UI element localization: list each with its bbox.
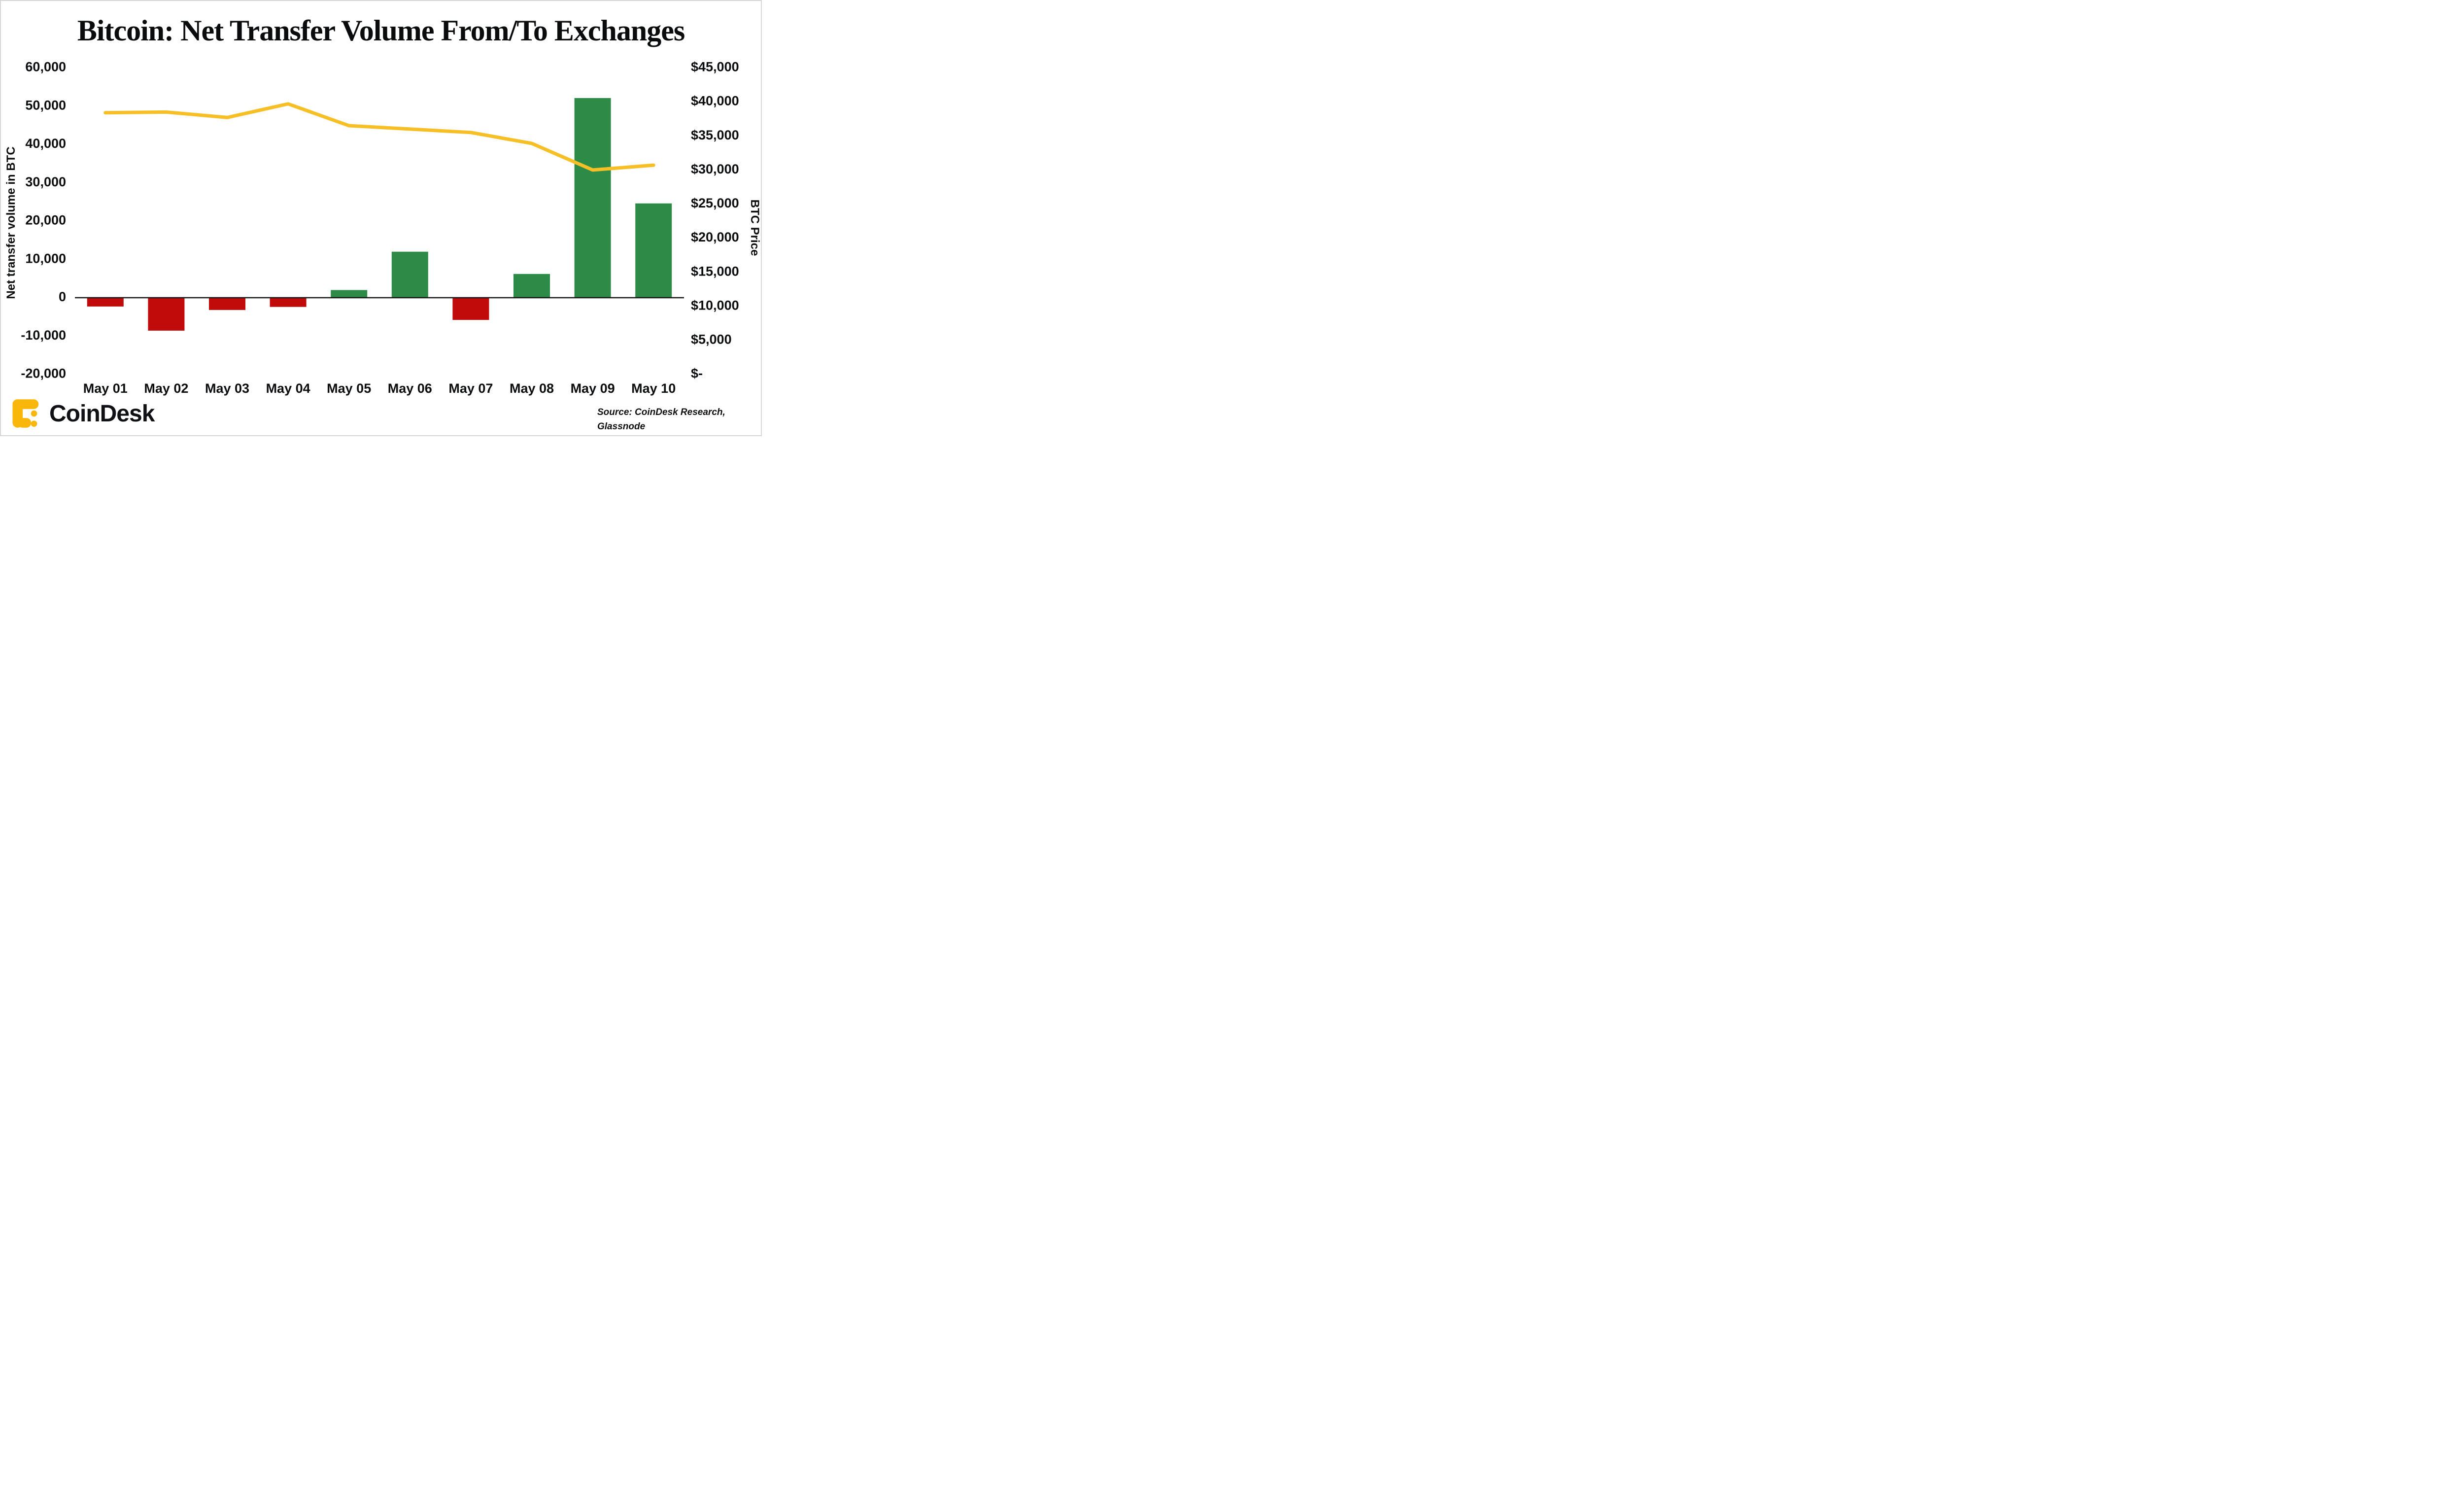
chart-title: Bitcoin: Net Transfer Volume From/To Exc… xyxy=(77,14,685,47)
x-axis-label-may-09: May 09 xyxy=(571,381,615,396)
x-axis-label-may-10: May 10 xyxy=(631,381,676,396)
right-axis-tick-label: $5,000 xyxy=(691,332,732,347)
right-axis-tick-label: $40,000 xyxy=(691,94,739,108)
net-transfer-bar-may-10 xyxy=(635,203,672,298)
net-transfer-bar-may-07 xyxy=(452,298,489,320)
net-transfer-bar-may-08 xyxy=(513,274,550,298)
net-transfer-bar-may-02 xyxy=(148,298,185,331)
combo-chart: 60,000 50,000 40,000 30,000 20,000 10,000 0 -10… xyxy=(4,60,761,396)
net-transfer-bar-may-05 xyxy=(331,290,368,298)
coindesk-logo-shape xyxy=(17,418,32,428)
right-axis-tick-label: $30,000 xyxy=(691,162,739,176)
x-axis-label-may-04: May 04 xyxy=(266,381,310,396)
left-axis-tick-label: 40,000 xyxy=(25,136,66,151)
net-transfer-bar-may-01 xyxy=(87,298,124,307)
chart-canvas: Bitcoin: Net Transfer Volume From/To Exc… xyxy=(0,0,762,436)
net-transfer-bar-may-03 xyxy=(209,298,245,310)
right-axis-tick-label: $20,000 xyxy=(691,230,739,244)
left-axis-tick-label: 10,000 xyxy=(25,251,66,266)
source-line-1: Source: CoinDesk Research, Glassnode xyxy=(597,407,725,432)
right-axis-tick-label: $45,000 xyxy=(691,60,739,74)
x-axis-label-may-08: May 08 xyxy=(510,381,554,396)
net-transfer-bar-may-09 xyxy=(574,98,611,298)
x-axis-label-may-07: May 07 xyxy=(448,381,493,396)
right-axis-title: BTC Price xyxy=(748,200,761,256)
left-axis-tick-label: 50,000 xyxy=(25,98,66,112)
right-axis-tick-label: $- xyxy=(691,366,703,381)
left-axis-tick-label: 20,000 xyxy=(25,213,66,228)
left-axis-tick-label: -20,000 xyxy=(21,366,66,381)
x-axis-label-may-05: May 05 xyxy=(327,381,371,396)
left-axis-tick-label: 0 xyxy=(59,289,66,304)
source-line-2: As of May 11, 2022 xyxy=(597,434,761,435)
x-axis-label-may-01: May 01 xyxy=(83,381,128,396)
net-transfer-bar-may-04 xyxy=(270,298,307,307)
right-axis-tick-label: $10,000 xyxy=(691,298,739,312)
x-axis-label-may-03: May 03 xyxy=(205,381,249,396)
right-axis-tick-label: $15,000 xyxy=(691,264,739,278)
right-axis-tick-label: $25,000 xyxy=(691,196,739,210)
coindesk-logo: CoinDesk xyxy=(11,398,155,429)
left-axis-tick-label: -10,000 xyxy=(21,328,66,343)
right-axis-tick-label: $35,000 xyxy=(691,128,739,142)
left-axis-tick-label: 30,000 xyxy=(25,174,66,189)
coindesk-logo-icon xyxy=(12,399,39,428)
net-transfer-bar-may-06 xyxy=(391,251,428,298)
coindesk-logo-shape xyxy=(31,420,37,427)
source-attribution: Source: CoinDesk Research, Glassnode As … xyxy=(597,405,761,435)
coindesk-logo-shape xyxy=(31,410,37,417)
left-axis-title: Net transfer volume in BTC xyxy=(4,146,18,299)
left-axis-tick-label: 60,000 xyxy=(25,60,66,74)
x-axis-label-may-02: May 02 xyxy=(144,381,188,396)
x-axis-label-may-06: May 06 xyxy=(388,381,432,396)
btc-price-line xyxy=(103,102,655,172)
coindesk-logo-text: CoinDesk xyxy=(49,400,155,427)
